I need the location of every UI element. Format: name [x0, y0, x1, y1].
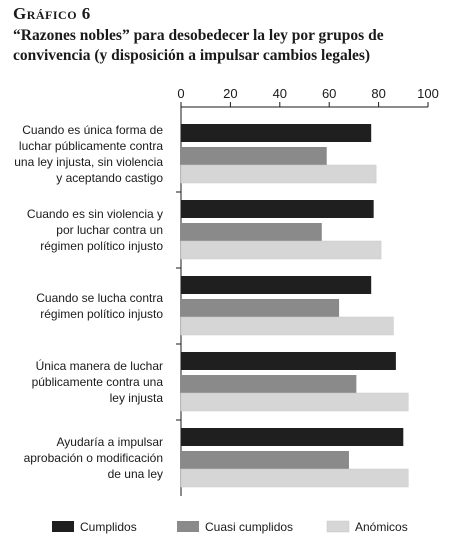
category-label: de una ley — [108, 467, 163, 481]
x-tick-label: 80 — [371, 86, 385, 101]
category-label: públicamente contra una — [32, 375, 164, 389]
bar-an-micos — [180, 164, 377, 184]
bar-an-micos — [180, 468, 409, 488]
category-label: Cuando se lucha contra — [36, 291, 163, 305]
legend-label: Anómicos — [355, 520, 408, 534]
category-label: régimen político injusto — [40, 307, 163, 321]
bar-cumplidos — [181, 352, 396, 370]
x-tick-label: 60 — [322, 86, 336, 101]
category-label: Cuando es única forma de — [22, 123, 163, 137]
figure-label: Gráfico 6 — [13, 4, 91, 23]
bar-cumplidos — [181, 428, 404, 446]
category-label: por luchar contra un — [56, 223, 163, 237]
category-label: luchar públicamente contra — [19, 139, 163, 153]
category-label: Única manera de luchar — [36, 358, 163, 373]
x-tick-label: 0 — [177, 86, 184, 101]
x-tick-label: 100 — [417, 86, 439, 101]
bar-cumplidos — [181, 124, 372, 142]
bar-cuasi-cumplidos — [181, 299, 340, 317]
category-label: régimen político injusto — [40, 239, 163, 253]
legend-label: Cuasi cumplidos — [205, 520, 293, 534]
bar-cuasi-cumplidos — [181, 375, 357, 393]
category-label: y aceptando castigo — [56, 171, 163, 185]
bar-cuasi-cumplidos — [181, 451, 349, 469]
bar-cumplidos — [181, 200, 374, 218]
bar-an-micos — [180, 316, 394, 336]
x-tick-label: 20 — [223, 86, 237, 101]
figure-header: Gráfico 6 “Razones nobles” para desobede… — [13, 3, 445, 66]
bar-an-micos — [180, 392, 409, 412]
legend-label: Cumplidos — [80, 520, 137, 534]
category-label: Cuando es sin violencia y — [27, 207, 163, 221]
category-label: ley injusta — [110, 391, 164, 405]
bar-cuasi-cumplidos — [181, 147, 327, 165]
category-label: aprobación o modificación — [24, 451, 163, 465]
legend-swatch — [52, 521, 74, 532]
bar-an-micos — [180, 240, 382, 260]
category-label: una ley injusta, sin violencia — [14, 155, 163, 169]
legend-swatch — [326, 520, 350, 533]
x-tick-label: 40 — [273, 86, 287, 101]
figure-title: “Razones nobles” para desobedecer la ley… — [13, 27, 384, 64]
legend-swatch — [177, 521, 199, 532]
bar-cuasi-cumplidos — [181, 223, 322, 241]
bar-cumplidos — [181, 276, 372, 294]
category-label: Ayudaría a impulsar — [57, 435, 164, 449]
